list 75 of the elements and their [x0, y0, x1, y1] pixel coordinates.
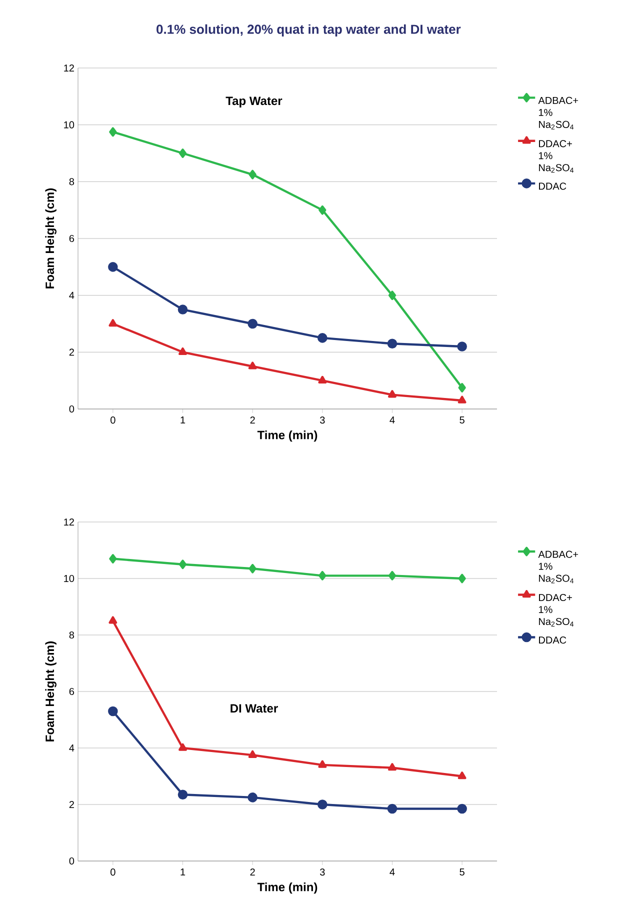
legend-label: DDAC+ 1% Na$_{2}$SO$_{4}$ — [538, 594, 574, 626]
point — [108, 262, 118, 272]
point — [318, 800, 328, 810]
y-tick-label: 12 — [64, 518, 74, 526]
y-tick-label: 0 — [69, 405, 74, 413]
legend-label: DDAC — [539, 636, 566, 644]
point — [178, 790, 188, 800]
point — [318, 760, 327, 768]
x-tick-label: 2 — [250, 868, 255, 876]
legend-label: ADBAC+ 1% Na$_{2}$SO$_{4}$ — [538, 550, 578, 584]
point — [248, 362, 257, 370]
y-axis-title: Foam Height (cm) — [45, 188, 56, 288]
x-tick-label: 5 — [460, 868, 464, 876]
annotation: Tap Water — [226, 96, 282, 108]
legend-label: DDAC — [539, 182, 566, 190]
point — [108, 319, 118, 327]
y-tick-label: 4 — [69, 292, 74, 299]
y-tick-label: 8 — [69, 631, 74, 639]
point — [178, 560, 187, 570]
point — [458, 772, 466, 780]
x-axis-title: Time (min) — [257, 430, 318, 442]
point — [178, 347, 187, 356]
y-tick-label: 6 — [69, 688, 74, 696]
chart-title: 0.1% solution, 20% quat in tap water and DI water — [156, 24, 461, 36]
legend-label: ADBAC+ 1% Na$_{2}$SO$_{4}$ — [538, 96, 578, 130]
y-tick-label: 10 — [64, 574, 74, 582]
point — [457, 804, 467, 814]
y-tick-label: 4 — [69, 744, 74, 752]
point — [108, 616, 118, 624]
point — [318, 376, 327, 384]
point — [109, 554, 117, 564]
x-tick-label: 1 — [180, 868, 186, 876]
point — [387, 338, 398, 349]
legend-label: DDAC+ 1% Na$_{2}$SO$_{4}$ — [538, 140, 574, 173]
point — [458, 396, 466, 404]
point — [458, 574, 466, 584]
y-tick-label: 2 — [69, 348, 74, 356]
point — [457, 342, 467, 352]
point — [108, 706, 118, 716]
y-axis-title: Foam Height (cm) — [45, 641, 56, 742]
point — [178, 148, 187, 158]
y-tick-label: 0 — [69, 857, 74, 865]
point — [388, 570, 396, 580]
point — [318, 205, 326, 215]
point — [178, 304, 188, 314]
x-tick-label: 4 — [390, 416, 395, 424]
annotation: DI Water — [230, 704, 278, 713]
point — [458, 382, 466, 392]
x-tick-label: 0 — [110, 868, 116, 876]
y-tick-label: 10 — [64, 121, 74, 128]
x-tick-label: 1 — [180, 416, 186, 424]
x-tick-label: 5 — [460, 416, 464, 424]
point — [248, 750, 257, 758]
point — [248, 792, 258, 802]
point — [248, 170, 256, 180]
point — [248, 564, 256, 574]
y-tick-label: 12 — [64, 64, 74, 72]
y-tick-label: 6 — [69, 234, 74, 242]
point — [248, 318, 258, 329]
y-tick-label: 8 — [69, 178, 74, 186]
x-tick-label: 4 — [390, 868, 395, 876]
x-tick-label: 2 — [250, 416, 255, 424]
x-tick-label: 3 — [320, 868, 325, 876]
point — [388, 390, 396, 398]
point — [388, 290, 396, 300]
point — [318, 570, 326, 580]
x-axis-title: Time (min) — [257, 882, 318, 894]
x-tick-label: 0 — [110, 416, 116, 424]
point — [388, 763, 396, 771]
point — [109, 127, 117, 137]
x-tick-label: 3 — [320, 416, 325, 424]
point — [178, 743, 187, 751]
y-tick-label: 2 — [69, 801, 74, 808]
point — [387, 804, 398, 814]
point — [318, 333, 328, 343]
